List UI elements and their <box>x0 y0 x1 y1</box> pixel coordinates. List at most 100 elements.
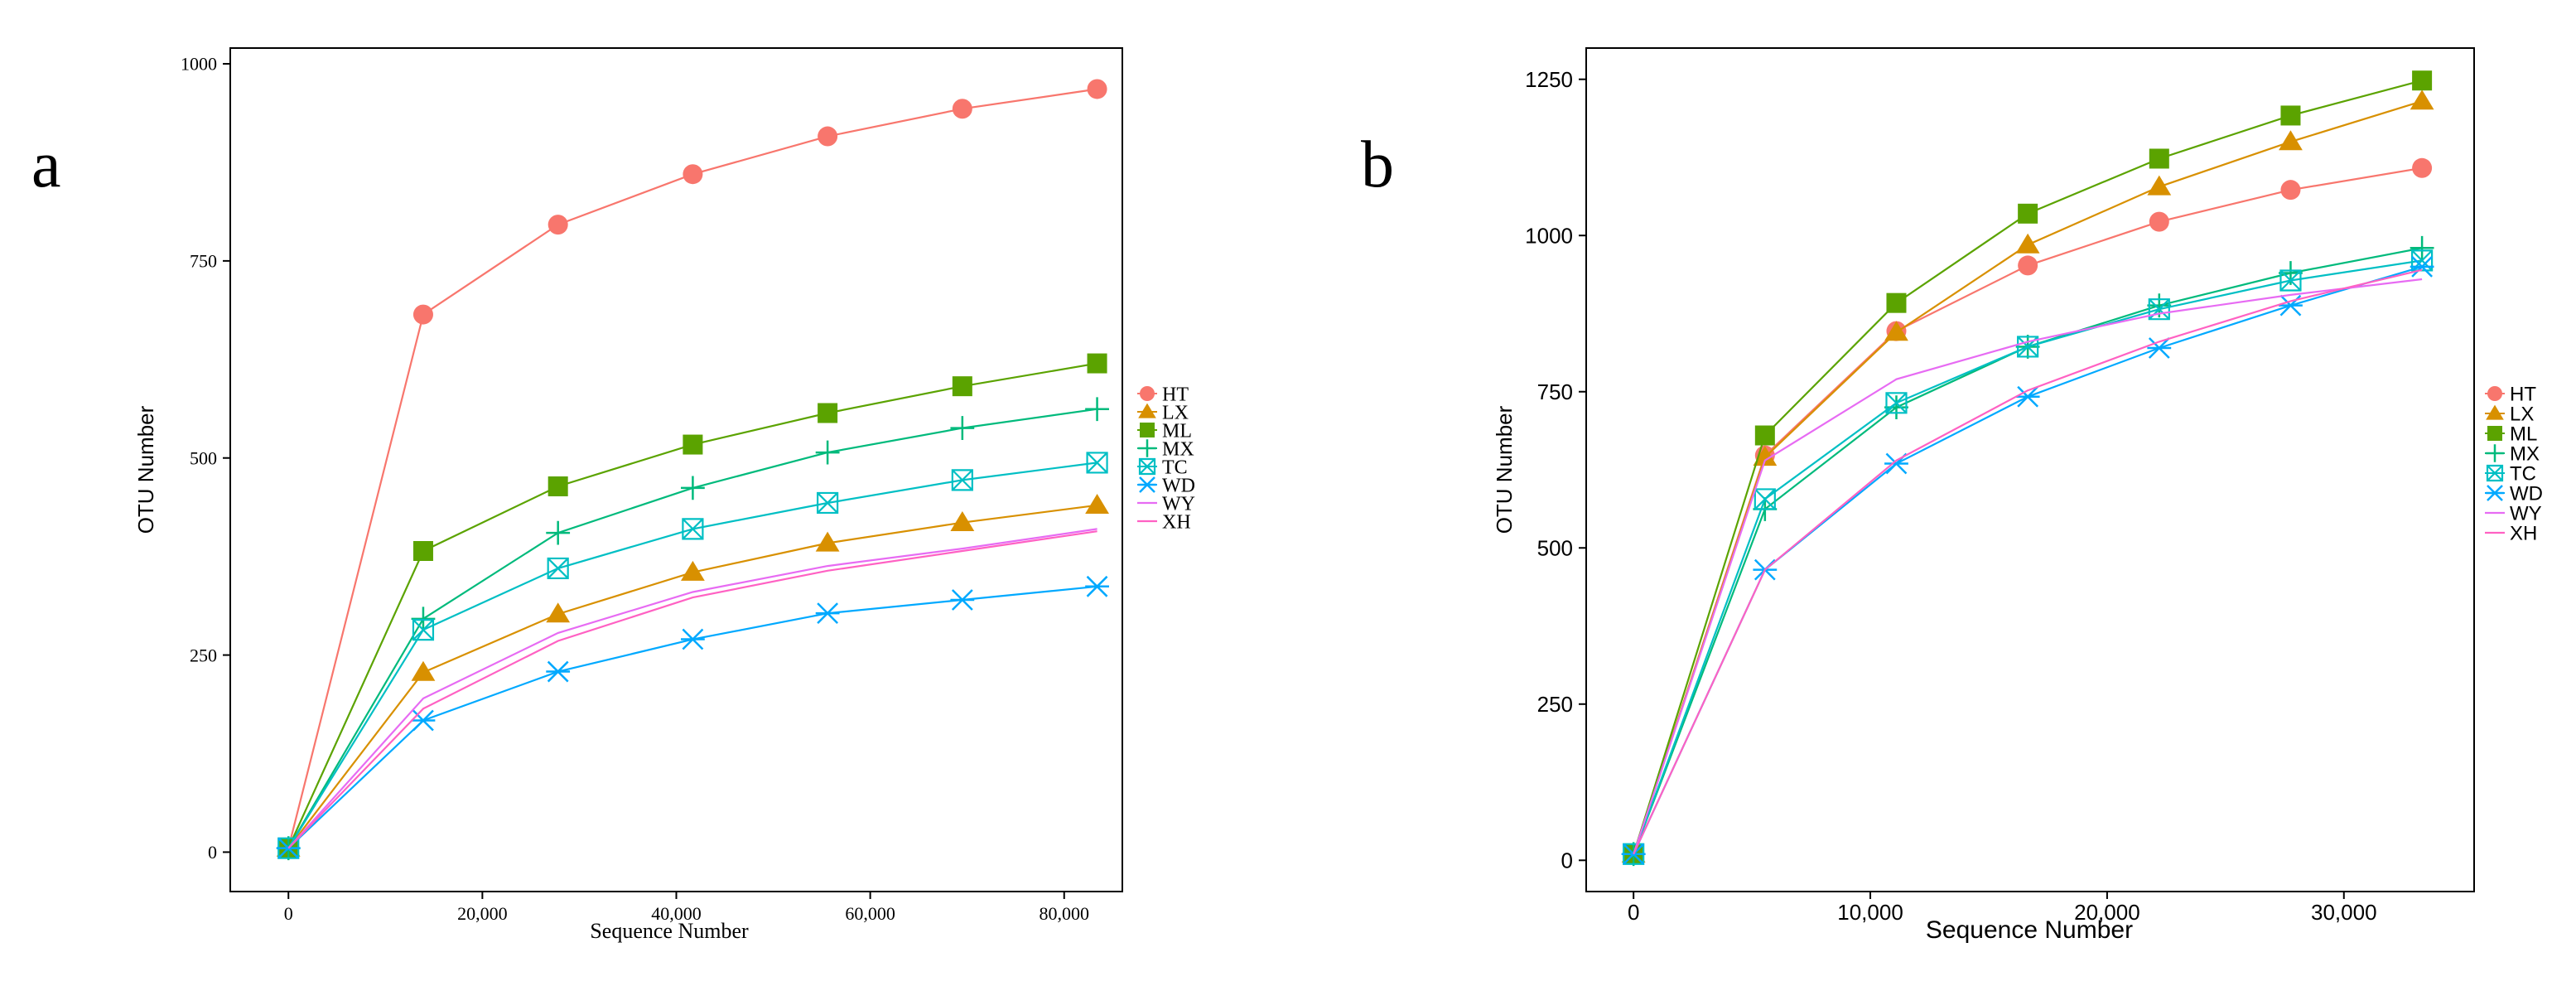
panel-b: b Sequence Number OTU Number 0 10,000 20,0… <box>1361 47 2543 944</box>
legend-key-lx <box>2486 404 2504 420</box>
panel-a-series <box>276 79 1109 861</box>
legend-key-mx <box>1138 439 1156 457</box>
data-point-mx <box>411 607 436 631</box>
series-line-wd <box>287 585 1097 849</box>
legend-key-mx <box>2486 444 2504 462</box>
y-tick-label: 500 <box>190 447 217 468</box>
legend-item-lx: LX <box>1137 402 1189 423</box>
legend-label-ht: HT <box>1162 384 1189 405</box>
series-ml <box>278 353 1107 858</box>
legend-label-ml: ML <box>1162 420 1192 442</box>
x-tick-label: 40,000 <box>651 903 702 924</box>
data-point-lx <box>2279 130 2303 151</box>
data-point-wd <box>411 709 436 732</box>
panel-a-ticks: 0 20,000 40,000 60,000 80,000 0 250 500 750 1000 <box>181 54 1089 924</box>
data-point-tc <box>547 557 569 580</box>
legend-label-ht: HT <box>2510 383 2536 405</box>
x-tick-label: 80,000 <box>1040 903 1090 924</box>
data-point-mx <box>1085 397 1109 422</box>
data-point-tc <box>412 619 435 641</box>
y-tick-label: 0 <box>1561 848 1573 872</box>
y-tick-label: 500 <box>1537 535 1573 560</box>
data-point-wd <box>2015 385 2040 408</box>
legend-item-ml: ML <box>1137 420 1192 442</box>
data-point-ht <box>818 126 838 147</box>
y-tick-label: 250 <box>190 645 217 665</box>
data-point-lx <box>2410 89 2434 110</box>
data-point-mx <box>815 440 840 465</box>
legend-item-ht: HT <box>1137 384 1189 405</box>
data-point-tc <box>2279 269 2302 292</box>
data-point-wd <box>2147 337 2172 359</box>
data-point-ht <box>1087 79 1107 99</box>
data-point-ht <box>683 164 703 185</box>
data-point-mx <box>2410 235 2434 260</box>
series-line-xh <box>287 530 1097 849</box>
y-tick-label: 1250 <box>1525 67 1573 92</box>
legend-label-ml: ML <box>2510 423 2537 445</box>
legend-label-lx: LX <box>2510 403 2534 425</box>
panel-label-b: b <box>1361 128 1394 201</box>
legend-item-wy: WY <box>2485 502 2542 524</box>
legend-label-mx: MX <box>1162 438 1194 460</box>
series-line-ml <box>1633 80 2423 855</box>
series-line-wy <box>287 528 1097 849</box>
legend-item-lx: LX <box>2485 403 2534 425</box>
data-point-mx <box>681 476 705 500</box>
data-point-ml <box>2149 148 2169 169</box>
data-point-mx <box>950 416 975 440</box>
legend-key-tc <box>1138 457 1156 476</box>
data-point-ht <box>2412 157 2433 178</box>
y-tick-label: 250 <box>1537 692 1573 717</box>
data-point-ht <box>952 99 972 119</box>
legend-label-wy: WY <box>2510 502 2542 524</box>
y-tick-label: 0 <box>208 842 217 863</box>
x-tick-label: 20,000 <box>457 903 508 924</box>
data-point-ml <box>952 376 972 397</box>
data-point-ml <box>548 476 568 496</box>
legend-item-xh: XH <box>1137 511 1191 533</box>
legend-key-ht <box>2487 386 2502 401</box>
x-tick-label: 60,000 <box>845 903 895 924</box>
data-point-tc <box>1885 392 1908 414</box>
data-point-wd <box>1085 575 1109 597</box>
data-point-ml <box>1087 353 1107 374</box>
panel-b-series <box>1621 70 2434 867</box>
legend-label-lx: LX <box>1162 402 1189 423</box>
data-point-lx <box>950 510 975 531</box>
data-point-tc <box>817 491 839 515</box>
data-point-ml <box>2280 105 2301 126</box>
legend-item-ml: ML <box>2485 423 2537 445</box>
panel-b-y-axis-title: OTU Number <box>1492 405 1517 534</box>
series-line-mx <box>287 408 1097 849</box>
panel-b-ticks: 0 10,000 20,000 30,000 0 250 500 750 1000 1250 <box>1525 67 2376 925</box>
series-line-lx <box>287 504 1097 849</box>
data-point-ml <box>2018 203 2038 224</box>
legend-label-wd: WD <box>2510 482 2543 505</box>
legend-key-ml <box>1140 423 1155 437</box>
legend-label-mx: MX <box>2510 442 2540 465</box>
data-point-mx <box>546 520 571 545</box>
x-tick-label: 0 <box>284 903 293 924</box>
series-xh <box>1633 268 2423 855</box>
series-ht <box>1623 157 2433 864</box>
data-point-wd <box>950 589 975 611</box>
panel-b-x-axis-title: Sequence Number <box>1926 916 2133 944</box>
data-point-ml <box>1886 292 1907 313</box>
data-point-lx <box>546 602 571 623</box>
legend-key-ht <box>1140 386 1155 401</box>
legend-item-tc: TC <box>2485 462 2536 485</box>
data-point-tc <box>682 518 704 540</box>
series-tc <box>277 452 1108 859</box>
legend-item-ht: HT <box>2485 383 2536 405</box>
panel-a-x-axis-title: Sequence Number <box>590 919 749 943</box>
y-tick-label: 750 <box>190 251 217 272</box>
data-point-ml <box>412 540 433 561</box>
data-point-lx <box>681 560 705 581</box>
legend-item-mx: MX <box>1137 438 1194 460</box>
legend-label-xh: XH <box>1162 511 1191 533</box>
data-point-wd <box>681 628 705 650</box>
legend-label-tc: TC <box>1162 457 1188 478</box>
series-wy <box>1633 278 2423 855</box>
